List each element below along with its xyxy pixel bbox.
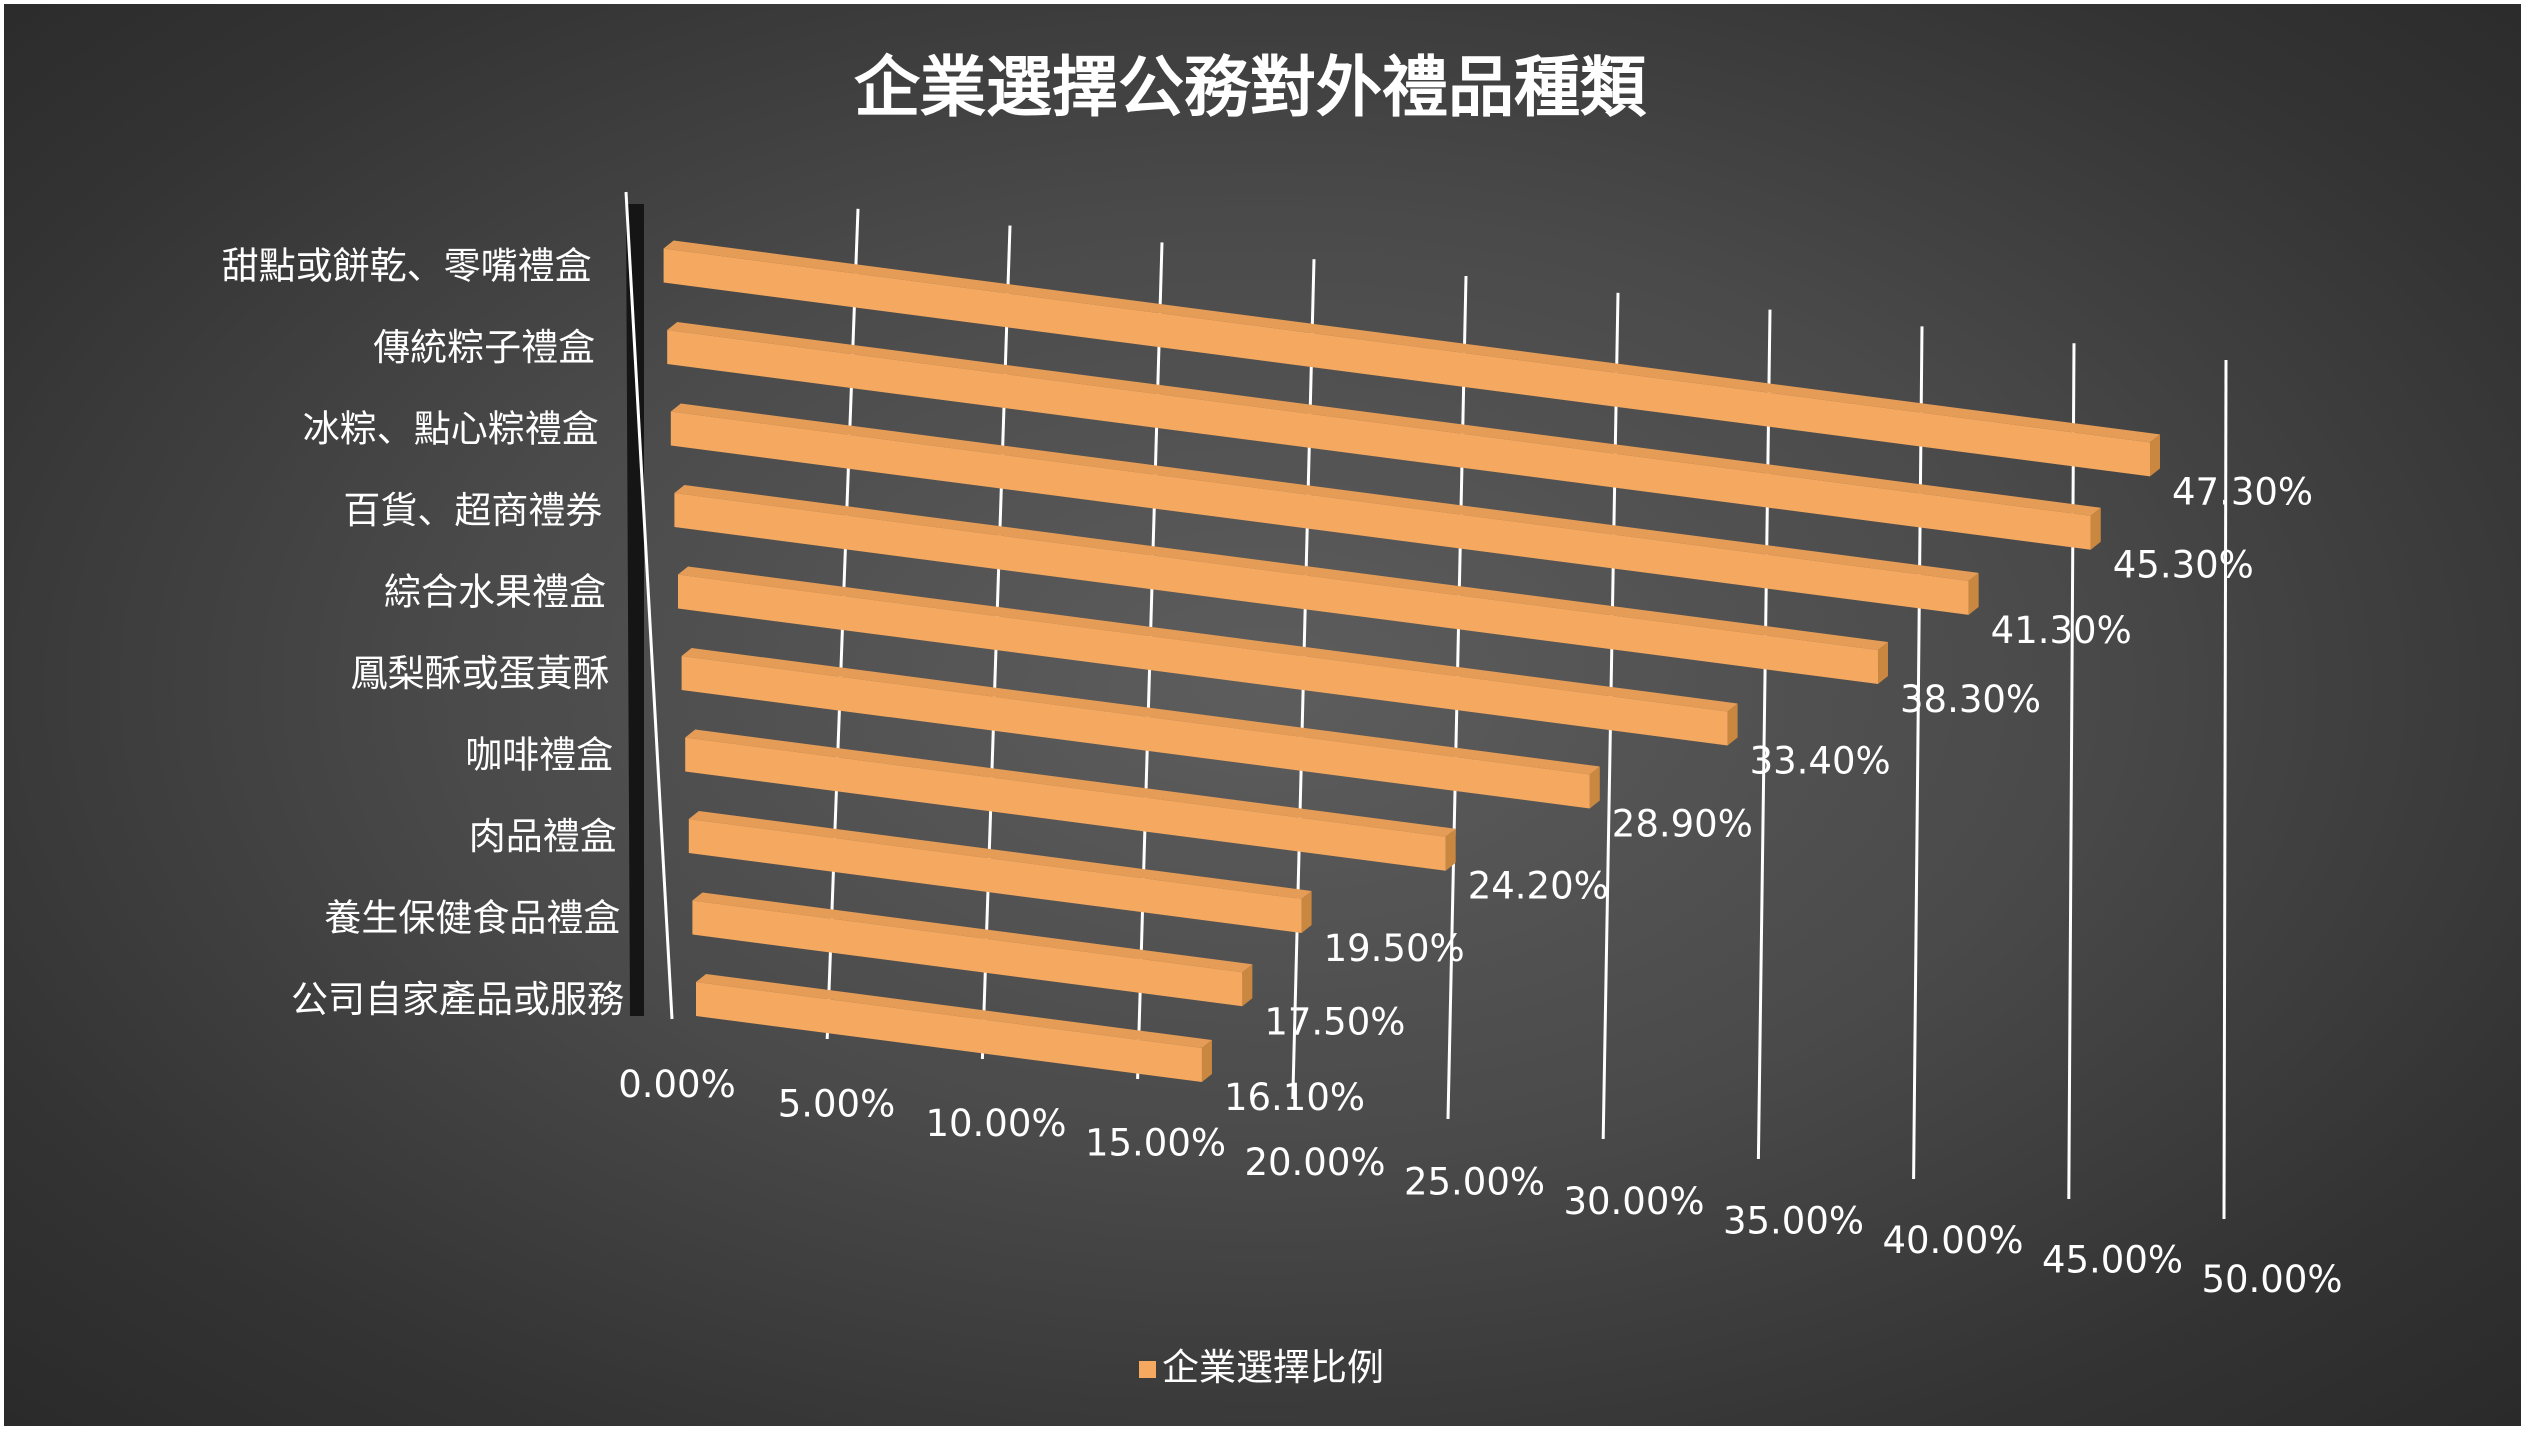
- data-label: 17.50%: [1264, 1000, 1405, 1043]
- category-label: 鳳梨酥或蛋黃酥: [351, 652, 610, 695]
- tick-label: 10.00%: [925, 1102, 1066, 1145]
- tick-label: 25.00%: [1404, 1161, 1545, 1204]
- legend-label: 企業選擇比例: [1162, 1346, 1384, 1389]
- data-label: 28.90%: [1612, 802, 1753, 845]
- gridline: [2067, 343, 2076, 1200]
- category-label: 傳統粽子禮盒: [373, 326, 595, 369]
- bar: [663, 240, 2161, 477]
- bar: [681, 648, 1600, 809]
- category-label: 咖啡禮盒: [465, 734, 613, 777]
- category-label: 百貨、超商禮券: [343, 489, 602, 532]
- legend-swatch: [1139, 1361, 1156, 1378]
- tick-label: 50.00%: [2201, 1258, 2342, 1301]
- data-label: 38.30%: [1900, 678, 2041, 721]
- tick-label: 35.00%: [1723, 1200, 1864, 1243]
- gridline: [624, 191, 674, 1020]
- tick-label: 45.00%: [2042, 1239, 2183, 1282]
- data-label: 33.40%: [1750, 739, 1891, 782]
- bar: [667, 322, 2101, 550]
- chart-title: 企業選擇公務對外禮品種類: [854, 49, 1647, 126]
- bar: [696, 974, 1212, 1083]
- tick-label: 30.00%: [1563, 1180, 1704, 1223]
- bar: [678, 566, 1738, 746]
- data-label: 16.10%: [1224, 1076, 1365, 1119]
- axis-back-wall: [626, 204, 644, 1016]
- gridline: [2222, 359, 2228, 1220]
- tick-label: 40.00%: [1882, 1219, 2023, 1262]
- tick-label: 5.00%: [778, 1083, 896, 1126]
- gridline: [1756, 309, 1772, 1160]
- data-label: 19.50%: [1324, 927, 1465, 970]
- data-label: 47.30%: [2172, 470, 2313, 513]
- category-label: 綜合水果禮盒: [384, 571, 606, 614]
- bar: [674, 485, 1888, 685]
- gridline: [1912, 326, 1924, 1180]
- legend: 企業選擇比例: [1139, 1346, 1384, 1389]
- data-label: 41.30%: [1991, 609, 2132, 652]
- bar-chart: 企業選擇公務對外禮品種類 0.00% 5.00% 10.00% 15.00% 20.00…: [222, 49, 2343, 1389]
- tick-label: 0.00%: [618, 1063, 736, 1106]
- bar: [670, 403, 1979, 615]
- bar: [688, 811, 1312, 933]
- tick-label: 20.00%: [1244, 1141, 1385, 1184]
- category-label: 甜點或餅乾、零嘴禮盒: [222, 245, 592, 288]
- tick-label: 15.00%: [1085, 1122, 1226, 1165]
- data-label: 24.20%: [1468, 865, 1609, 908]
- category-label: 冰粽、點心粽禮盒: [303, 408, 599, 451]
- bar: [692, 892, 1253, 1007]
- category-label: 養生保健食品禮盒: [324, 897, 620, 940]
- category-label: 公司自家產品或服務: [291, 978, 624, 1021]
- chart-area: 企業選擇公務對外禮品種類 0.00% 5.00% 10.00% 15.00% 20.00…: [4, 4, 2521, 1426]
- data-label: 45.30%: [2113, 544, 2254, 587]
- category-label: 肉品禮盒: [469, 815, 617, 858]
- bar: [685, 729, 1456, 871]
